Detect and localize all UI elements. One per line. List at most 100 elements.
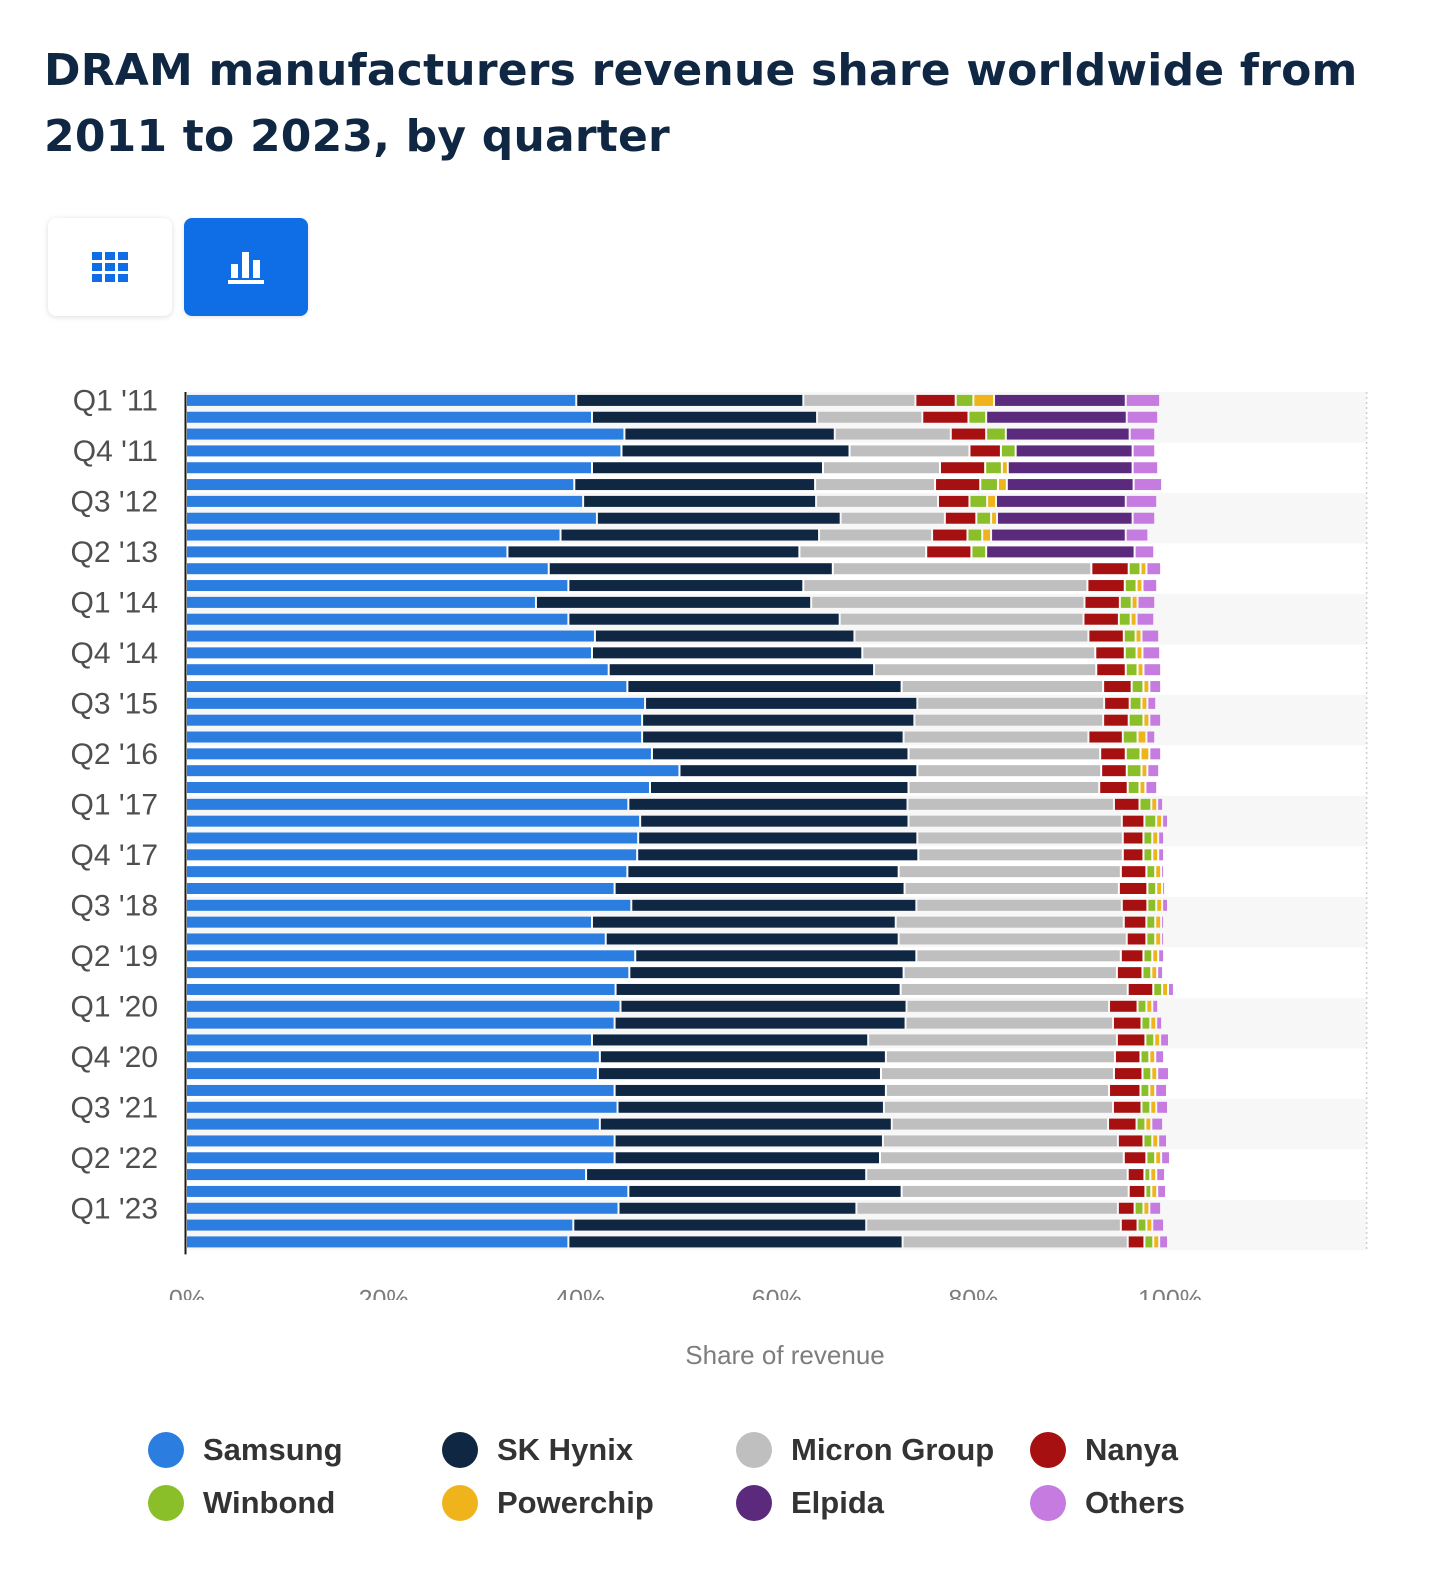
bar-segment [915,714,1103,726]
bar-segment [187,714,642,726]
bar-segment [1102,765,1126,777]
legend-item-samsung[interactable]: Samsung [148,1425,343,1475]
bar-segment [187,529,560,541]
bar-segment [584,495,816,507]
bar-segment [909,782,1099,794]
bar-segment [1152,1068,1157,1080]
bar-segment [1148,697,1156,709]
bar-segment [892,1118,1108,1130]
bar-segment [628,866,898,878]
bar-segment [1127,411,1158,423]
bar-segment [1163,815,1168,827]
y-tick-label: Q2 '16 [71,738,158,771]
bar-segment [804,580,1087,592]
bar-segment [187,1219,573,1231]
bar-segment [800,546,926,558]
bar-segment [1162,1152,1169,1164]
bar-segment [933,529,967,541]
bar-segment [1146,1034,1154,1046]
bar-segment [1169,983,1173,995]
legend: Samsung SK Hynix Micron Group Nanya Winb… [148,1425,1348,1545]
bar-segment [1148,765,1159,777]
bar-segment [1140,782,1145,794]
bar-segment [883,1135,1117,1147]
bar-segment [968,529,982,541]
bar-segment [615,1152,879,1164]
y-tick-label: Q1 '23 [71,1192,158,1225]
legend-item-nanya[interactable]: Nanya [1030,1425,1178,1475]
bar-segment [1126,495,1157,507]
chart-view-button[interactable] [184,218,308,316]
bar-segment [187,882,614,894]
x-tick-label: 0% [169,1285,205,1300]
x-axis-title: Share of revenue [685,1340,885,1370]
bar-segment [1157,815,1162,827]
bar-segment [187,950,635,962]
bar-segment [1156,1084,1167,1096]
legend-item-micron-group[interactable]: Micron Group [736,1425,994,1475]
bar-segment [1124,916,1146,928]
bar-segment [587,1169,866,1181]
bar-segment [1158,1185,1166,1197]
bar-segment [1117,1034,1145,1046]
legend-item-elpida[interactable]: Elpida [736,1478,884,1528]
table-view-button[interactable] [48,218,172,316]
legend-label: Elpida [791,1485,885,1520]
bar-segment [1143,580,1157,592]
bar-segment [592,411,817,423]
bar-segment [970,445,1000,457]
bar-segment [840,613,1083,625]
legend-item-sk-hynix[interactable]: SK Hynix [442,1425,633,1475]
bar-segment [187,1135,614,1147]
y-tick-label: Q3 '21 [71,1091,158,1124]
bar-segment [1141,1051,1149,1063]
bar-segment [972,546,986,558]
bar-segment [1002,462,1007,474]
bar-segment [187,866,627,878]
x-tick-label: 80% [948,1285,998,1300]
bar-segment [1105,697,1129,709]
bar-segment [1123,832,1143,844]
bar-segment [977,512,991,524]
bar-segment [629,1185,901,1197]
bar-segment [1016,445,1132,457]
legend-item-powerchip[interactable]: Powerchip [442,1478,654,1528]
bar-segment [621,1000,906,1012]
bar-segment [1163,899,1168,911]
bar-segment [823,462,939,474]
bar-segment [650,782,908,794]
bar-segment [863,647,1095,659]
bar-segment [970,495,987,507]
bar-segment [1153,832,1158,844]
legend-item-others[interactable]: Others [1030,1478,1185,1528]
bar-segment [1129,563,1140,575]
legend-item-winbond[interactable]: Winbond [148,1478,335,1528]
bar-segment [988,495,995,507]
bar-segment [1133,445,1155,457]
bar-segment [995,394,1125,406]
bar-segment [1122,899,1147,911]
bar-segment [1147,1219,1152,1231]
bar-segment [1114,1068,1142,1080]
bar-segment [1121,866,1146,878]
y-tick-label: Q4 '17 [71,839,158,872]
bar-segment [629,798,907,810]
bar-segment [622,445,849,457]
bar-segment [1160,1236,1168,1248]
bar-segment [1150,1202,1161,1214]
bar-segment [508,546,799,558]
bar-segment [1159,832,1164,844]
bar-segment [938,495,969,507]
bar-segment [1144,849,1152,861]
bar-segment [1097,664,1125,676]
bar-segment [987,428,1005,440]
bar-segment [1138,1000,1146,1012]
bar-segment [1162,916,1164,928]
bar-segment [1153,950,1158,962]
bar-segment [1157,1169,1165,1181]
bar-segment [1145,1169,1150,1181]
bar-segment [615,1084,885,1096]
bar-segment [632,899,916,911]
legend-label: Micron Group [791,1432,995,1467]
bar-segment [1092,563,1128,575]
